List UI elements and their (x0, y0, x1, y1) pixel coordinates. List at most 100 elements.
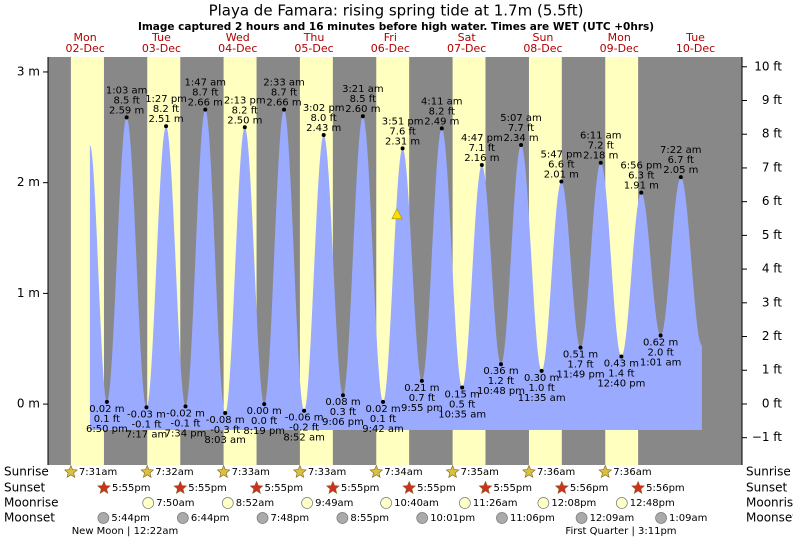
extreme-label: 0.5 ft (449, 399, 475, 410)
extreme-label: 7.7 ft (508, 123, 534, 134)
extreme-label: 0.36 m (483, 366, 518, 377)
extreme-label: 5:47 pm (540, 150, 582, 161)
extreme-label: 0.02 m (89, 404, 124, 415)
row-label: Moonrise (4, 496, 59, 510)
moonset-icon (336, 512, 349, 524)
extreme-label: 0.1 ft (370, 414, 396, 425)
event-time: 7:48pm (271, 513, 310, 524)
extreme-label: 2.66 m (188, 98, 223, 109)
extreme-dot (282, 107, 287, 112)
event-time: 5:55pm (265, 483, 304, 494)
moonrise-icon (301, 497, 313, 509)
extreme-label: 2.16 m (464, 153, 499, 164)
moonset-icon (416, 512, 429, 524)
event-time: 5:56pm (646, 483, 685, 494)
event-time: 1:09am (669, 513, 707, 524)
extreme-label: 2.60 m (345, 104, 380, 115)
event-time: 11:26am (473, 498, 518, 509)
sunrise-icon (445, 464, 460, 478)
sunrise-icon (140, 464, 155, 478)
moonset-icon (575, 512, 588, 524)
date-label: 10-Dec (676, 42, 715, 55)
y2-tick-label: 9 ft (762, 93, 782, 107)
extreme-label: 9:42 am (362, 424, 404, 435)
extreme-dot (539, 368, 544, 373)
extreme-dot (124, 115, 129, 120)
date-label: 07-Dec (447, 42, 486, 55)
extreme-label: 7:22 am (660, 145, 702, 156)
event-time: 5:55pm (188, 483, 227, 494)
extreme-dot (164, 124, 169, 129)
extreme-label: 7.6 ft (389, 126, 415, 137)
weekday-label: Tue (685, 31, 705, 44)
extreme-label: 2:13 pm (224, 95, 266, 106)
y2-tick-label: 7 ft (762, 160, 782, 174)
extreme-label: 0.00 m (247, 406, 282, 417)
event-time: 7:50am (156, 498, 194, 509)
row-label: Moonset (4, 511, 55, 525)
extreme-label: 10:48 pm (477, 386, 525, 397)
y2-tick-label: 8 ft (762, 127, 782, 141)
event-time: 11:06pm (510, 513, 555, 524)
extreme-label: -0.06 m (285, 413, 324, 424)
sunrise-icon (63, 464, 78, 478)
extreme-label: 2.59 m (109, 105, 144, 116)
extreme-label: 2.31 m (385, 136, 420, 147)
extreme-label: 8.2 ft (232, 105, 258, 116)
row-label: Sunset (4, 481, 45, 495)
extreme-label: 8:03 am (204, 435, 246, 446)
extreme-label: 1.0 ft (528, 383, 554, 394)
y2-tick-label: 0 ft (762, 396, 782, 410)
moonrise-icon (537, 497, 550, 509)
extreme-label: 9:06 pm (322, 417, 364, 428)
event-time: 7:34am (384, 467, 422, 478)
event-time: 7:33am (308, 467, 346, 478)
extreme-label: 2.50 m (227, 115, 262, 126)
extreme-label: 11:49 pm (556, 370, 604, 381)
extreme-label: 7:34 pm (165, 428, 207, 439)
y-tick-label: 3 m (17, 64, 40, 78)
extreme-dot (400, 146, 405, 151)
y2-tick-label: 6 ft (762, 194, 782, 208)
y2-tick-label: −1 ft (752, 430, 783, 444)
extreme-dot (223, 410, 228, 415)
extreme-label: 4:47 pm (461, 133, 503, 144)
extreme-label: 8.7 ft (271, 88, 297, 99)
y-tick-label: 1 m (17, 286, 40, 300)
extreme-label: 2.05 m (663, 165, 698, 176)
sunset-icon (173, 480, 188, 494)
event-time: 10:40am (394, 498, 439, 509)
weekday-label: Mon (74, 31, 97, 44)
extreme-label: 2.34 m (503, 133, 538, 144)
extreme-label: 2:33 am (263, 78, 305, 89)
event-time: 7:35am (461, 467, 499, 478)
extreme-dot (144, 405, 149, 410)
weekday-label: Fri (384, 31, 397, 44)
extreme-label: 6.3 ft (628, 171, 654, 182)
extreme-label: 7.2 ft (588, 141, 614, 152)
extreme-dot (439, 126, 444, 131)
extreme-dot (340, 393, 345, 398)
extreme-label: 3:51 pm (382, 116, 424, 127)
weekday-label: Sun (532, 31, 553, 44)
extreme-dot (203, 107, 208, 112)
event-time: 12:09am (590, 513, 635, 524)
extreme-label: -0.2 ft (289, 423, 319, 434)
weekday-label: Sat (458, 31, 477, 44)
extreme-dot (678, 175, 683, 180)
y2-tick-label: 5 ft (762, 228, 782, 242)
extreme-label: 6:50 pm (86, 424, 128, 435)
sunset-icon (478, 480, 493, 494)
extreme-label: 1.2 ft (488, 376, 514, 387)
sunrise-icon (598, 464, 613, 478)
extreme-label: 0.30 m (524, 373, 559, 384)
extreme-dot (262, 402, 267, 407)
event-time: 7:33am (232, 467, 270, 478)
moonset-icon (496, 512, 508, 524)
y-tick-label: 0 m (17, 397, 40, 411)
extreme-label: -0.08 m (206, 415, 245, 426)
date-label: 04-Dec (218, 42, 257, 55)
chart-title: Playa de Famara: rising spring tide at 1… (209, 2, 584, 20)
extreme-label: -0.02 m (166, 408, 205, 419)
extreme-label: 6.6 ft (548, 160, 574, 171)
